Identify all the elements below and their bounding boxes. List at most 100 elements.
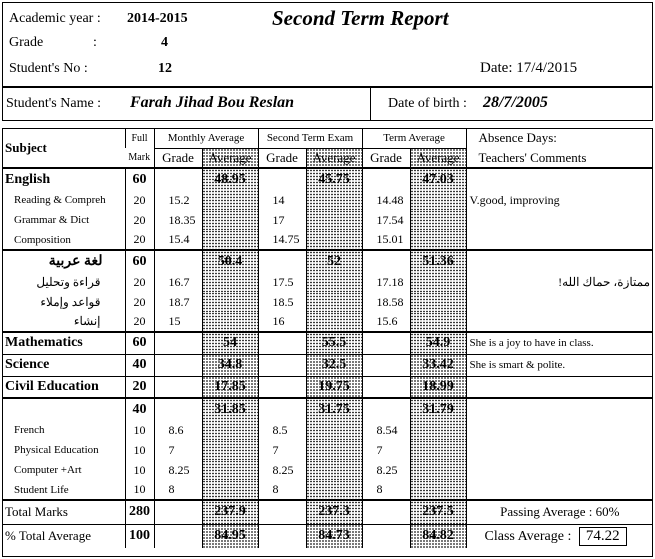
exam-average <box>305 292 363 312</box>
absence-header: Absence Days: <box>465 128 654 148</box>
teacher-comment <box>465 292 654 312</box>
teacher-comment <box>465 210 654 230</box>
monthly-header: Monthly Average <box>153 128 259 148</box>
subject-row: Civil Education 20 17.85 19.75 18.99 <box>2 375 654 398</box>
subject-name: إنشاء <box>73 314 101 328</box>
subject-name: Physical Education <box>14 444 99 456</box>
term-average: 54.9 <box>409 331 467 354</box>
full-mark: 10 <box>124 440 154 460</box>
term-average: 51.36 <box>409 249 467 272</box>
exam-grade: 14.75 <box>257 230 307 250</box>
full-mark: 20 <box>124 292 154 312</box>
term-average <box>409 292 467 312</box>
term-grade: 8.25 <box>361 460 411 480</box>
exam-grade <box>257 397 307 420</box>
student-no-value: 12 <box>158 61 172 76</box>
exam-average <box>305 272 363 292</box>
term-grade: 18.58 <box>361 292 411 312</box>
total-label: Total Marks <box>2 499 125 524</box>
subject-row: قراءة وتحليل 20 16.7 17.5 17.18 ممتازة، حماك … <box>2 272 654 292</box>
teacher-comment: ممتازة، حماك الله! <box>465 272 654 292</box>
class-average-value: 74.22 <box>578 526 627 546</box>
class-average-label: Class Average : <box>484 528 572 544</box>
term-average: 18.99 <box>409 375 467 398</box>
term-grade <box>361 375 411 398</box>
exam-grade: 8.5 <box>257 420 307 440</box>
subject-name: Science <box>2 353 125 376</box>
teacher-comment <box>465 440 654 460</box>
teacher-comment: She is a joy to have in class. <box>465 331 654 354</box>
exam-grade: 17.5 <box>257 272 307 292</box>
full-mark: 40 <box>124 397 154 420</box>
exam-average <box>305 312 363 332</box>
total-row: Total Marks 280 237.9 237.3 237.5 Passin… <box>2 499 654 524</box>
subject-row: قواعد وإملاء 20 18.7 18.5 18.58 <box>2 292 654 312</box>
subject-row: Science 40 34.8 32.5 33.42 She is smart & pol… <box>2 353 654 376</box>
monthly-grade: 16.7 <box>153 272 202 292</box>
exam-average: 45.75 <box>305 167 363 190</box>
subject-row: French 10 8.6 8.5 8.54 <box>2 420 654 440</box>
term-grade: 8.54 <box>361 420 411 440</box>
subject-name: Grammar & Dict <box>14 214 90 226</box>
full-mark: 10 <box>124 460 154 480</box>
student-name-label: Student's Name : <box>6 96 102 111</box>
exam-average <box>305 230 363 250</box>
full-mark: 20 <box>124 210 154 230</box>
date-field: Date: 17/4/2015 <box>480 60 577 77</box>
monthly-grade: 7 <box>153 440 202 460</box>
term-average <box>409 460 467 480</box>
header-row-2: Mark Grade Average Grade Average Grade A… <box>2 147 654 168</box>
empty-cell <box>361 499 411 524</box>
monthly-grade <box>153 375 202 398</box>
exam-average <box>305 210 363 230</box>
term-grade: 7 <box>361 440 411 460</box>
term-grade <box>361 397 411 420</box>
full-mark: 40 <box>124 353 154 376</box>
exam-average <box>305 190 363 210</box>
full-mark: 10 <box>124 420 154 440</box>
monthly-average <box>201 420 259 440</box>
header-frame <box>2 2 653 87</box>
monthly-grade <box>153 249 202 272</box>
term-average: 47.03 <box>409 167 467 190</box>
full-header: Full <box>124 128 154 148</box>
term-grade: 14.48 <box>361 190 411 210</box>
term-average <box>409 190 467 210</box>
date-label: Date: <box>480 60 513 76</box>
monthly-grade: 18.7 <box>153 292 202 312</box>
student-row-frame <box>2 87 653 121</box>
exam-grade: 17 <box>257 210 307 230</box>
empty-cell <box>153 499 202 524</box>
monthly-average <box>201 230 259 250</box>
subject-name: Computer +Art <box>14 464 82 476</box>
term-average <box>409 480 467 500</box>
full-mark: 60 <box>124 167 154 190</box>
term-grade: 15.6 <box>361 312 411 332</box>
academic-year-label: Academic year : <box>9 11 101 26</box>
subject-row: Computer +Art 10 8.25 8.25 8.25 <box>2 460 654 480</box>
subject-name: Reading & Compreh <box>14 194 106 206</box>
monthly-grade <box>153 331 202 354</box>
date-value: 17/4/2015 <box>516 60 578 76</box>
exam-header: Second Term Exam <box>257 128 363 148</box>
subject-name: French <box>14 424 45 436</box>
monthly-average <box>201 210 259 230</box>
term-average <box>409 210 467 230</box>
exam-grade <box>257 375 307 398</box>
term-grade: 17.18 <box>361 272 411 292</box>
exam-grade: 7 <box>257 440 307 460</box>
full-mark: 60 <box>124 331 154 354</box>
term-header: Term Average <box>361 128 467 148</box>
subject-row: لغة عربية 60 50.4 52 51.36 <box>2 249 654 272</box>
subject-row: Mathematics 60 54 55.5 54.9 She is a joy to h… <box>2 331 654 354</box>
full-mark: 20 <box>124 190 154 210</box>
report-title: Second Term Report <box>272 6 449 30</box>
subject-name: قراءة وتحليل <box>36 274 101 289</box>
subject-row: Student Life 10 8 8 8 <box>2 480 654 500</box>
exam-average <box>305 440 363 460</box>
monthly-grade: 8.25 <box>153 460 202 480</box>
full-mark: 20 <box>124 312 154 332</box>
exam-grade <box>257 353 307 376</box>
monthly-grade: 8 <box>153 480 202 500</box>
monthly-average: 17.85 <box>201 375 259 398</box>
